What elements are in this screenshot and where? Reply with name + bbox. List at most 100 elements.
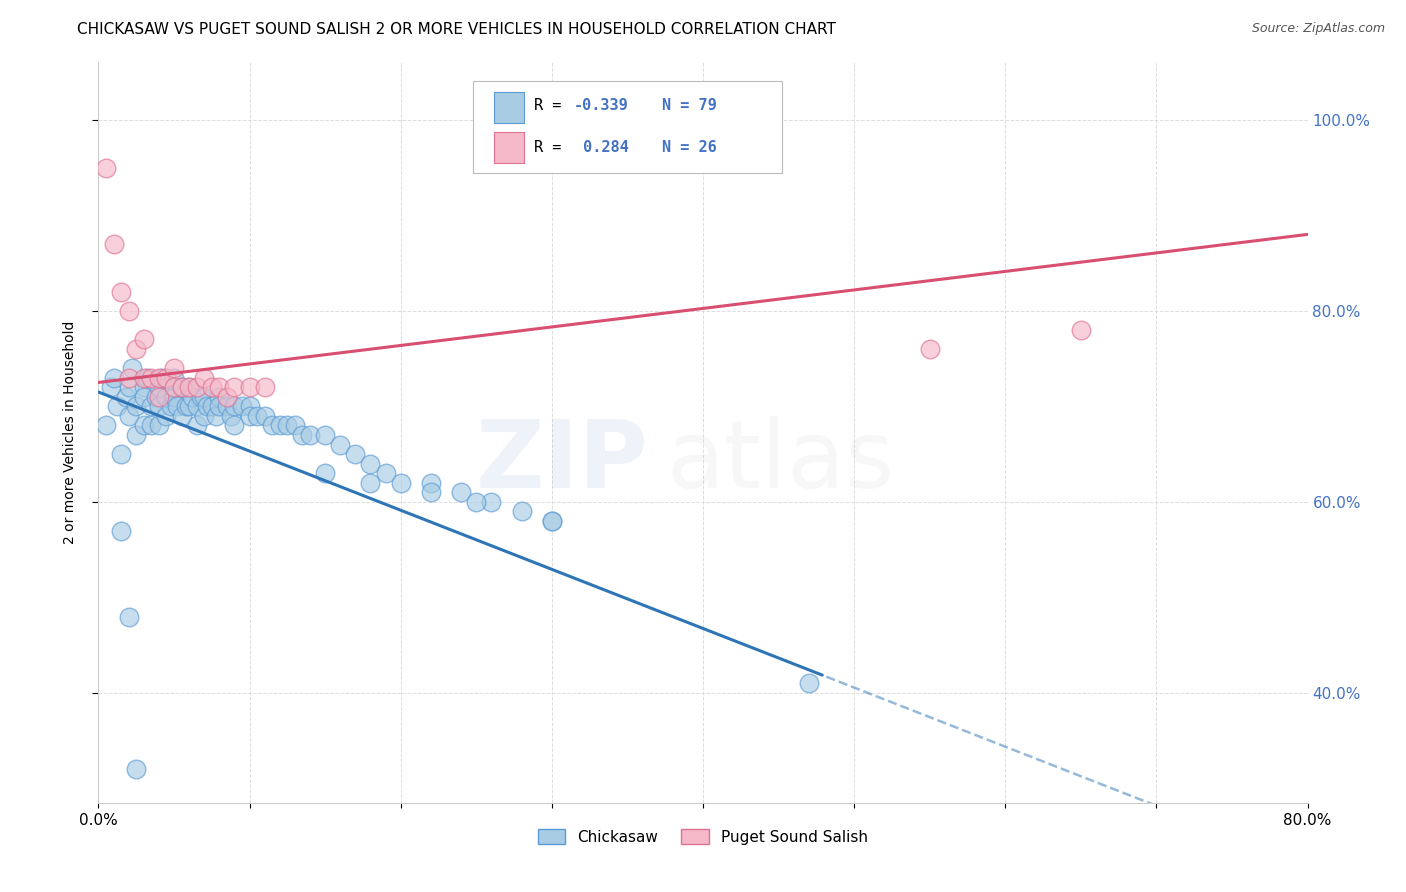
Point bbox=[1070, 323, 1092, 337]
Point bbox=[179, 400, 201, 414]
Point bbox=[195, 400, 218, 414]
Bar bbox=[494, 132, 524, 163]
Text: Source: ZipAtlas.com: Source: ZipAtlas.com bbox=[1251, 22, 1385, 36]
Point bbox=[186, 380, 208, 394]
Point bbox=[118, 303, 141, 318]
Text: CHICKASAW VS PUGET SOUND SALISH 2 OR MORE VEHICLES IN HOUSEHOLD CORRELATION CHAR: CHICKASAW VS PUGET SOUND SALISH 2 OR MOR… bbox=[77, 22, 837, 37]
Point bbox=[155, 370, 177, 384]
Point bbox=[163, 361, 186, 376]
Point bbox=[110, 285, 132, 299]
Point bbox=[540, 514, 562, 528]
Point bbox=[269, 418, 291, 433]
Point bbox=[186, 418, 208, 433]
Point bbox=[181, 390, 204, 404]
Point bbox=[141, 370, 163, 384]
Point bbox=[193, 390, 215, 404]
Point bbox=[141, 400, 163, 414]
Point bbox=[284, 418, 307, 433]
Point bbox=[510, 504, 533, 518]
Point bbox=[215, 390, 238, 404]
Text: N = 79: N = 79 bbox=[662, 97, 717, 112]
Point bbox=[110, 447, 132, 461]
FancyBboxPatch shape bbox=[474, 81, 782, 173]
Point bbox=[481, 495, 503, 509]
Point bbox=[253, 380, 276, 394]
Point bbox=[201, 400, 224, 414]
Point bbox=[118, 370, 141, 384]
Point bbox=[148, 390, 170, 404]
Point bbox=[276, 418, 298, 433]
Point bbox=[299, 428, 322, 442]
Point bbox=[314, 467, 336, 481]
Point bbox=[221, 409, 243, 423]
Point bbox=[121, 361, 143, 376]
Point bbox=[193, 409, 215, 423]
Point bbox=[132, 418, 155, 433]
Point bbox=[118, 609, 141, 624]
Point bbox=[155, 390, 177, 404]
Point bbox=[118, 380, 141, 394]
Point bbox=[125, 763, 148, 777]
Point bbox=[148, 370, 170, 384]
Point bbox=[205, 409, 228, 423]
Point bbox=[135, 370, 157, 384]
Point bbox=[262, 418, 284, 433]
Point bbox=[389, 475, 412, 490]
Point bbox=[239, 400, 262, 414]
Point bbox=[148, 418, 170, 433]
Point bbox=[540, 514, 562, 528]
Text: N = 26: N = 26 bbox=[662, 140, 717, 155]
Point bbox=[291, 428, 314, 442]
Point bbox=[94, 161, 117, 175]
Point bbox=[246, 409, 269, 423]
Point bbox=[224, 380, 246, 394]
Point bbox=[420, 485, 443, 500]
Point bbox=[465, 495, 488, 509]
Point bbox=[344, 447, 367, 461]
Point bbox=[125, 342, 148, 356]
Point bbox=[186, 400, 208, 414]
Point bbox=[166, 400, 188, 414]
Point bbox=[239, 380, 262, 394]
Text: -0.339: -0.339 bbox=[574, 97, 628, 112]
Point bbox=[224, 400, 246, 414]
Point bbox=[314, 428, 336, 442]
Point bbox=[103, 370, 125, 384]
Point bbox=[132, 333, 155, 347]
Point bbox=[420, 475, 443, 490]
Point bbox=[105, 400, 128, 414]
Point bbox=[163, 370, 186, 384]
Point bbox=[174, 400, 197, 414]
Point bbox=[918, 342, 941, 356]
Point bbox=[118, 409, 141, 423]
Point bbox=[374, 467, 396, 481]
Text: atlas: atlas bbox=[666, 417, 896, 508]
Point bbox=[179, 380, 201, 394]
Point bbox=[148, 400, 170, 414]
Point bbox=[132, 370, 155, 384]
Point bbox=[163, 380, 186, 394]
Text: R =: R = bbox=[534, 140, 571, 155]
Point bbox=[155, 409, 177, 423]
Point bbox=[150, 370, 173, 384]
Point bbox=[224, 418, 246, 433]
Point bbox=[103, 236, 125, 251]
Text: ZIP: ZIP bbox=[475, 417, 648, 508]
Text: 0.284: 0.284 bbox=[574, 140, 628, 155]
Point bbox=[208, 390, 231, 404]
Point bbox=[193, 370, 215, 384]
Point bbox=[148, 380, 170, 394]
Point bbox=[125, 400, 148, 414]
Y-axis label: 2 or more Vehicles in Household: 2 or more Vehicles in Household bbox=[63, 321, 77, 544]
Point bbox=[190, 390, 212, 404]
Point bbox=[208, 400, 231, 414]
Point bbox=[132, 390, 155, 404]
Point bbox=[141, 418, 163, 433]
Point bbox=[110, 524, 132, 538]
Point bbox=[797, 676, 820, 690]
Point bbox=[201, 380, 224, 394]
Point bbox=[163, 390, 186, 404]
Point bbox=[100, 380, 122, 394]
Point bbox=[170, 380, 193, 394]
Point bbox=[239, 409, 262, 423]
